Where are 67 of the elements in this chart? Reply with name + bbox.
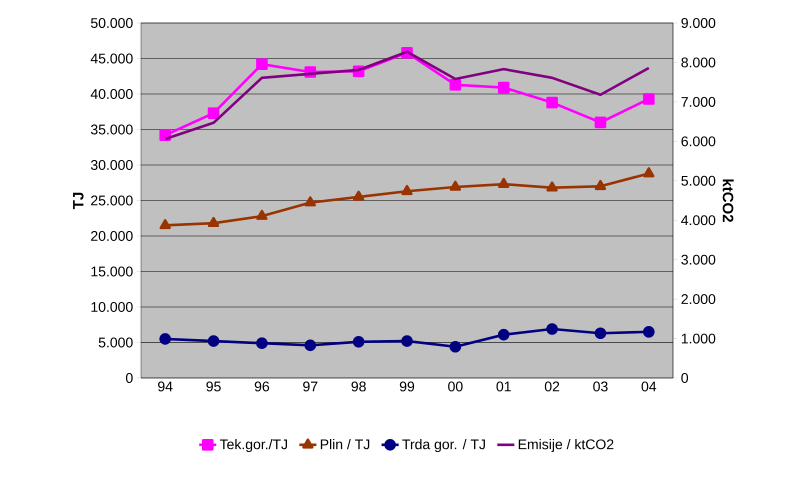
point [450,180,461,191]
point [643,167,654,178]
point [160,219,171,230]
y2-tick-label: 8.000 [681,57,716,68]
x-tick-label: 97 [303,382,318,392]
x-tick-label: 03 [593,382,608,392]
point [353,190,364,201]
y2-tick-label: 7.000 [682,96,716,107]
x-tick-label: 96 [254,382,270,392]
y2-tick-label: 9.000 [681,18,716,28]
point [256,210,268,220]
point [159,333,171,345]
legend-label: Tek.gor./TJ [220,438,288,452]
point [304,196,316,206]
point [401,184,413,196]
y2-tick-label: 0 [681,373,688,383]
x-tick-label: 00 [448,382,463,392]
x-tick-label: 98 [352,382,366,392]
point [643,326,655,338]
y-tick-label: 30.000 [90,160,133,170]
y2-axis-title: ktCO2 [722,179,734,222]
point [546,181,558,192]
point [498,82,510,94]
y2-tick-label: 6.000 [682,136,716,146]
x-tick-label: 94 [158,382,173,392]
point [352,336,364,348]
x-tick-label: 02 [544,382,560,392]
y2-tick-label: 4.000 [681,215,716,226]
y-tick-label: 15.000 [91,266,133,276]
y-tick-label: 50.000 [90,18,133,28]
point [208,335,220,347]
y-tick-label: 45.000 [90,54,133,64]
point [304,340,316,352]
y-tick-label: 35.000 [90,124,133,134]
point [450,78,462,91]
y-tick-label: 0 [126,373,133,383]
point [401,335,413,347]
point [256,58,268,70]
point [594,116,606,128]
y2-tick-label: 1.000 [682,334,716,344]
point [256,337,268,349]
x-tick-label: 95 [206,382,221,392]
y-axis-title: TJ [73,192,84,210]
y-tick-label: 5.000 [98,338,133,348]
y-tick-label: 25.000 [91,196,133,206]
point [208,216,220,228]
y2-tick-label: 5.000 [681,176,716,186]
point [546,96,558,108]
point [594,327,606,340]
x-tick-label: 01 [496,382,511,392]
point [498,328,510,340]
point [594,180,606,190]
y-tick-label: 40.000 [90,89,133,99]
legend-label: Trda gor. / TJ [402,438,485,452]
y2-tick-label: 3.000 [681,254,716,265]
x-tick-label: 04 [642,382,656,392]
y-tick-label: 20.000 [91,231,133,241]
y-tick-label: 10.000 [91,302,133,312]
legend-label: Emisije / ktCO2 [518,438,614,452]
legend-label: Plin / TJ [320,438,370,450]
point [208,107,220,119]
point [498,178,510,188]
point [450,340,462,353]
point [643,93,655,105]
y2-tick-label: 2.000 [682,294,716,304]
point [546,323,558,335]
x-tick-label: 99 [400,382,414,392]
